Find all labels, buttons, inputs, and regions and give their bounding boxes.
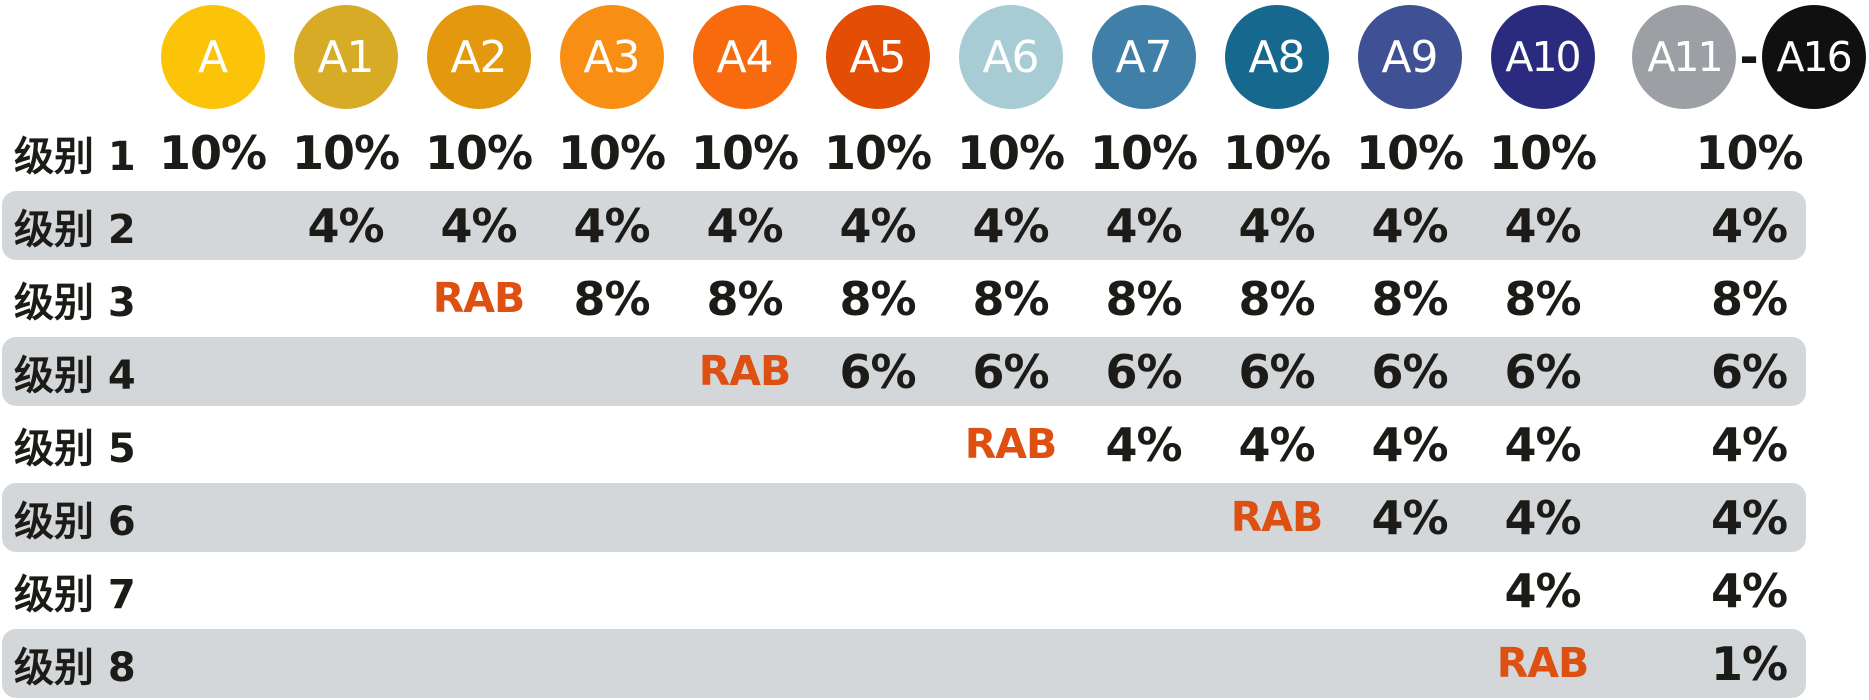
cell: 8% [972,271,1049,326]
column-header-a6-icon: A6 [958,5,1063,109]
column-header-a3-icon: A3 [559,5,664,109]
cell: 4% [1105,198,1182,253]
cell: RAB [1230,493,1324,541]
column-header-a5-icon: A5 [825,5,930,109]
cell: 10% [956,125,1065,180]
cell: 4% [1710,490,1788,545]
column-header-a1-icon: A1 [293,5,398,109]
cell: 4% [440,198,517,253]
cell: 8% [1105,271,1182,326]
column-header-a11-icon: A11 [1632,5,1737,109]
cell: 4% [1710,198,1788,253]
cell: 6% [1710,344,1788,399]
column-header-a-icon: A [160,5,265,109]
table-row-level-5: 级别 5 RAB 4% 4% 4% 4% 4% [0,408,1869,481]
cell: 4% [1371,490,1448,545]
row-label-column-spacer [0,0,146,5]
table-row-level-3: 级别 3 RAB 8% 8% 8% 8% 8% 8% 8% 8% 8% [0,262,1869,335]
cell: 10% [1355,125,1464,180]
cell: 8% [706,271,783,326]
cell: 4% [972,198,1049,253]
cell: 6% [1371,344,1448,399]
cell: 4% [573,198,650,253]
cell: 6% [972,344,1049,399]
row-label: 级别 5 [14,425,136,472]
range-dash: - [1739,30,1759,84]
row-label: 级别 8 [14,644,136,691]
cell: 6% [1105,344,1182,399]
column-header-a7-icon: A7 [1091,5,1196,109]
row-stripe [2,337,1806,406]
cell: 10% [823,125,932,180]
cell: 8% [1371,271,1448,326]
row-label: 级别 3 [14,279,136,326]
row-label: 级别 7 [14,571,136,618]
cell: 10% [1222,125,1331,180]
cell: 4% [1371,198,1448,253]
cell: 4% [1504,198,1581,253]
cell: 10% [690,125,799,180]
cell: RAB [1496,639,1590,687]
cell: 10% [1488,125,1597,180]
column-header-a4-icon: A4 [692,5,797,109]
cell: 4% [1371,417,1448,472]
cell: 4% [1710,417,1788,472]
table-row-level-7: 级别 7 4% 4% [0,554,1869,627]
column-header-a11-a16-group: A11 - A16 [1609,0,1869,109]
row-label: 级别 6 [14,498,136,545]
cell: 4% [839,198,916,253]
row-stripe [2,629,1806,698]
cell: 4% [1710,563,1788,618]
cell: 4% [1504,417,1581,472]
cell: 4% [307,198,384,253]
cell: 6% [1504,344,1581,399]
cell: RAB [698,347,792,395]
cell: 8% [1710,271,1788,326]
cell: 10% [158,125,267,180]
column-header-a2-icon: A2 [426,5,531,109]
cell: 8% [573,271,650,326]
cell: 8% [1238,271,1315,326]
table-row-level-2: 级别 2 4% 4% 4% 4% 4% 4% 4% 4% 4% 4% 4% [0,189,1869,262]
row-stripe [2,191,1806,260]
cell: 4% [1504,563,1581,618]
cell: 8% [839,271,916,326]
column-header-row: A A1 A2 A3 A4 A5 A6 A7 A8 A9 A10 A11 - A… [0,0,1869,116]
column-header-a16-icon: A16 [1761,5,1866,109]
cell: RAB [432,274,526,322]
row-label: 级别 1 [14,133,136,180]
table-row-level-6: 级别 6 RAB 4% 4% 4% [0,481,1869,554]
cell: 1% [1710,636,1788,691]
row-stripe [2,483,1806,552]
cell: 10% [424,125,533,180]
column-header-a10-icon: A10 [1490,5,1595,109]
cell: 6% [1238,344,1315,399]
table-row-level-4: 级别 4 RAB 6% 6% 6% 6% 6% 6% 6% [0,335,1869,408]
column-header-a8-icon: A8 [1224,5,1329,109]
cell: 6% [839,344,916,399]
cell: 10% [1695,125,1803,180]
cell: 10% [557,125,666,180]
column-header-a9-icon: A9 [1357,5,1462,109]
cell: 4% [706,198,783,253]
table-row-level-1: 级别 1 10% 10% 10% 10% 10% 10% 10% 10% 10%… [0,116,1869,189]
cell: 10% [291,125,400,180]
cell: RAB [964,420,1058,468]
row-label: 级别 4 [14,352,136,399]
table-row-level-8: 级别 8 RAB 1% [0,627,1869,700]
cell: 4% [1504,490,1581,545]
cell: 4% [1238,198,1315,253]
cell: 4% [1105,417,1182,472]
cell: 4% [1238,417,1315,472]
cell: 8% [1504,271,1581,326]
row-label: 级别 2 [14,206,136,253]
cell: 10% [1089,125,1198,180]
